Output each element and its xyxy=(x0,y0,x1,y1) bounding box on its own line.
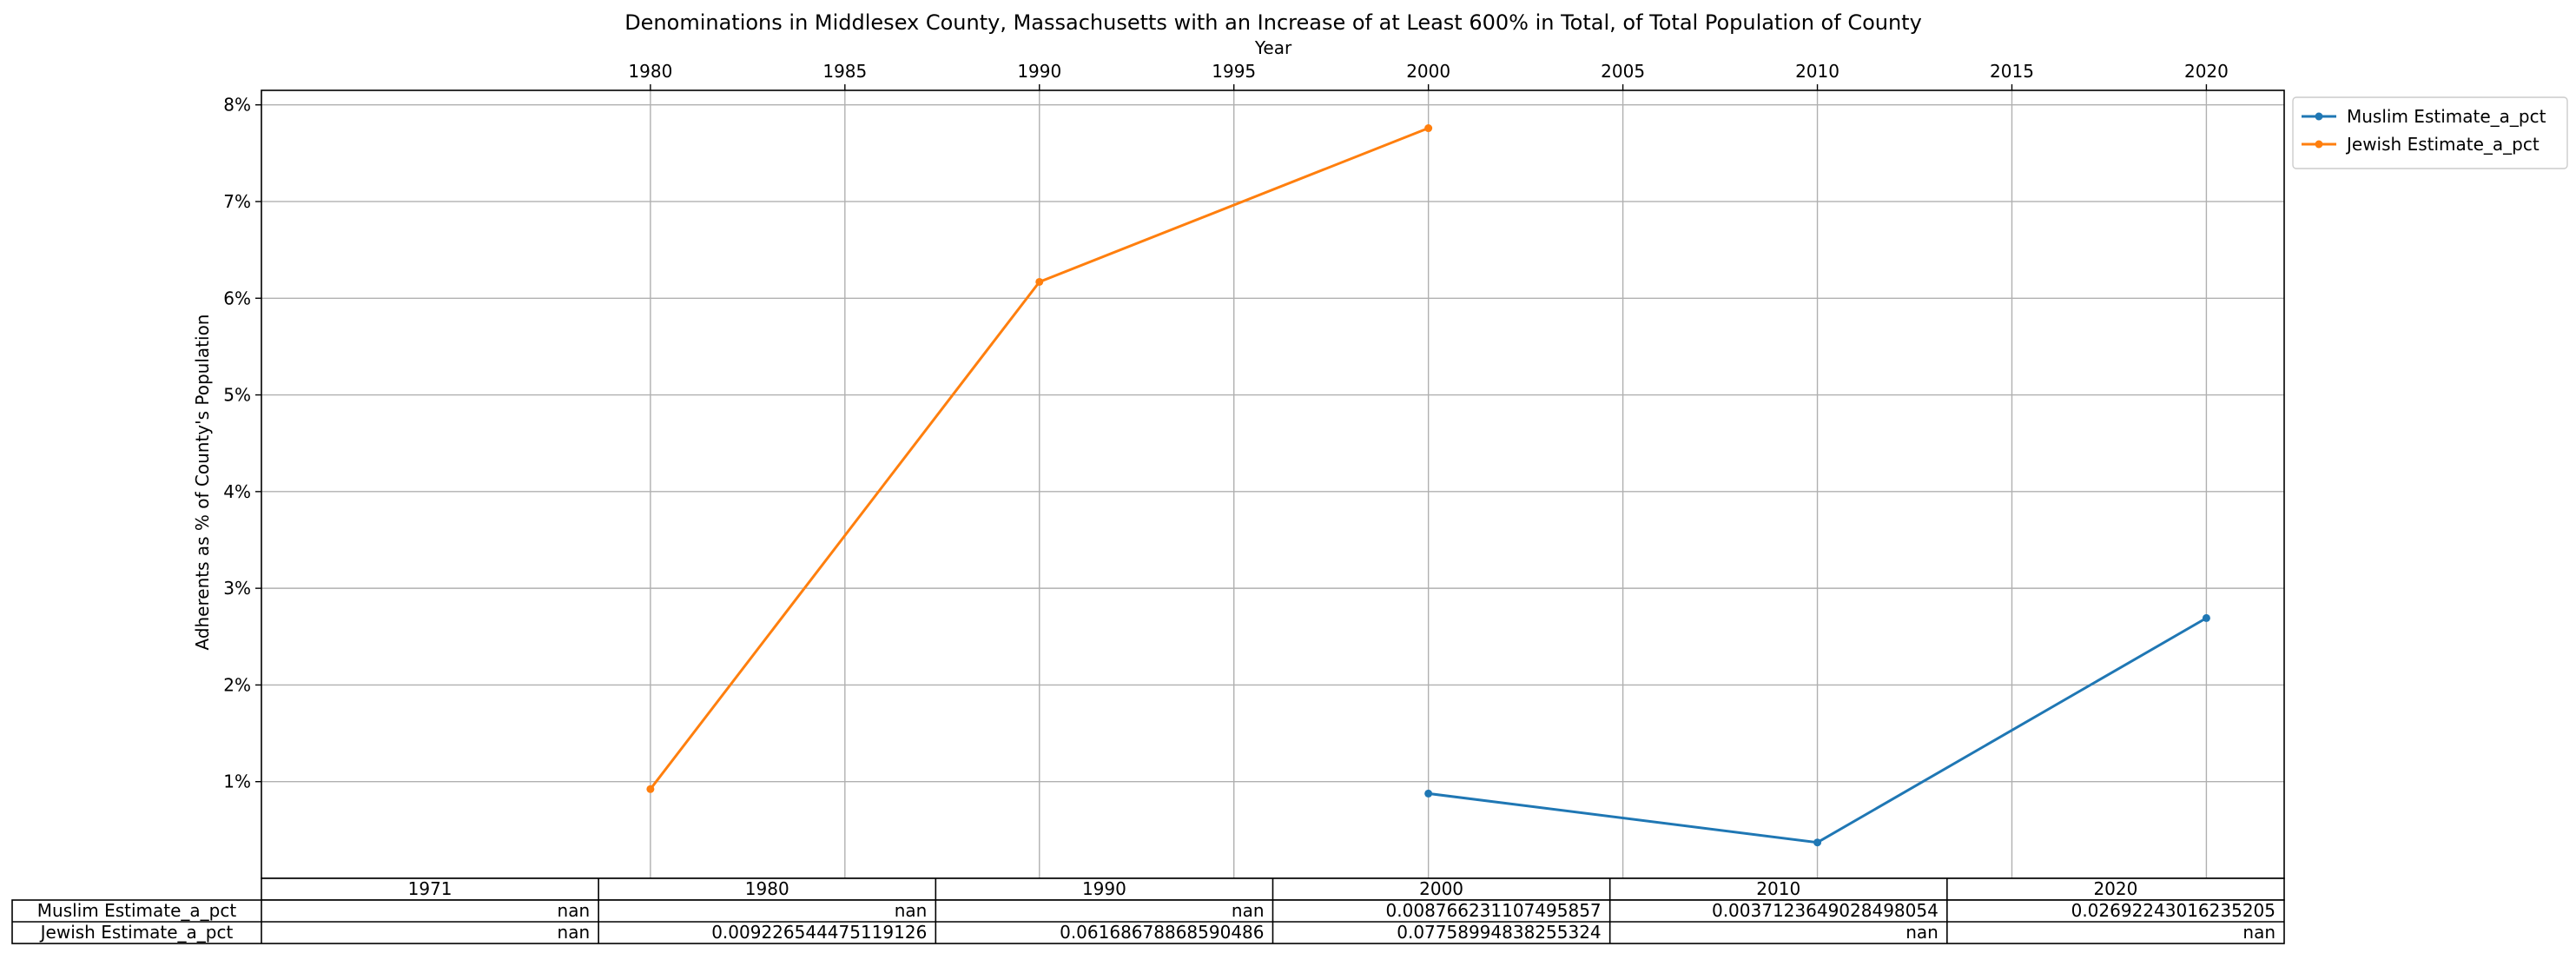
data-point xyxy=(1035,277,1044,286)
table-cell: nan xyxy=(895,900,928,921)
legend-label: Muslim Estimate_a_pct xyxy=(2347,106,2546,127)
table-cell: nan xyxy=(1232,900,1265,921)
data-point xyxy=(1424,789,1433,798)
x-tick-label: 1995 xyxy=(1212,61,1256,82)
table-cell: 0.07758994838255324 xyxy=(1397,922,1601,943)
x-axis-label: Year xyxy=(1254,37,1292,58)
table-column-header: 2000 xyxy=(1419,878,1463,899)
x-tick-label: 2010 xyxy=(1795,61,1840,82)
table-row-label: Muslim Estimate_a_pct xyxy=(37,900,237,921)
y-tick-label: 8% xyxy=(223,95,251,116)
plot-frame xyxy=(261,89,2285,879)
table-cell: 0.008766231107495857 xyxy=(1386,900,1602,921)
x-tick-label: 1985 xyxy=(822,61,867,82)
series-lines xyxy=(646,124,2210,847)
series-group xyxy=(1424,613,2210,847)
table-cell: 0.009226544475119126 xyxy=(711,922,927,943)
table-column-header: 1980 xyxy=(745,878,789,899)
x-tick-label: 2000 xyxy=(1406,61,1450,82)
table-cell: 0.06168678868590486 xyxy=(1060,922,1264,943)
legend: Muslim Estimate_a_pct Jewish Estimate_a_p… xyxy=(2292,96,2568,169)
legend-marker xyxy=(2315,112,2323,121)
x-tick-label: 1980 xyxy=(628,61,672,82)
y-tick-label: 4% xyxy=(223,481,251,502)
table-cell: nan xyxy=(1906,922,1939,943)
series-group xyxy=(646,124,1433,793)
table-cell: nan xyxy=(558,922,591,943)
y-axis-label: Adherents as % of County's Population xyxy=(192,314,213,650)
table-cell: nan xyxy=(2242,922,2275,943)
x-tick-label: 2015 xyxy=(1990,61,2034,82)
table-column-header: 2010 xyxy=(1756,878,1800,899)
data-point xyxy=(1813,838,1822,847)
data-point xyxy=(1424,124,1433,133)
y-tick-label: 5% xyxy=(223,385,251,406)
legend-label: Jewish Estimate_a_pct xyxy=(2345,134,2540,155)
data-table: 1971 1980 1990 2000 2010 2020 Muslim Estimate_… xyxy=(11,877,2285,944)
data-point xyxy=(2202,613,2210,622)
grid xyxy=(261,90,2284,878)
table-column-header: 1971 xyxy=(408,878,452,899)
y-tick-label: 1% xyxy=(223,771,251,792)
legend-marker xyxy=(2315,140,2323,149)
y-tick-label: 3% xyxy=(223,578,251,599)
y-tick-label: 6% xyxy=(223,288,251,308)
x-tick-label: 1990 xyxy=(1017,61,1061,82)
axis-ticks: 1980 1985 1990 1995 2000 2005 2010 2015 2020 1% 2%… xyxy=(223,61,2229,792)
x-tick-label: 2005 xyxy=(1601,61,1645,82)
y-tick-label: 2% xyxy=(223,674,251,695)
table-cell: 0.0037123649028498054 xyxy=(1712,900,1939,921)
legend-box xyxy=(2292,96,2568,169)
table-cell: 0.02692243016235205 xyxy=(2071,900,2275,921)
x-tick-label: 2020 xyxy=(2184,61,2229,82)
table-cell: nan xyxy=(558,900,591,921)
table-row-label: Jewish Estimate_a_pct xyxy=(39,922,234,943)
data-point xyxy=(646,785,655,793)
chart-title: Denominations in Middlesex County, Massa… xyxy=(624,10,1922,35)
y-tick-label: 7% xyxy=(223,191,251,212)
table-column-header: 2020 xyxy=(2093,878,2137,899)
table-column-header: 1990 xyxy=(1082,878,1126,899)
